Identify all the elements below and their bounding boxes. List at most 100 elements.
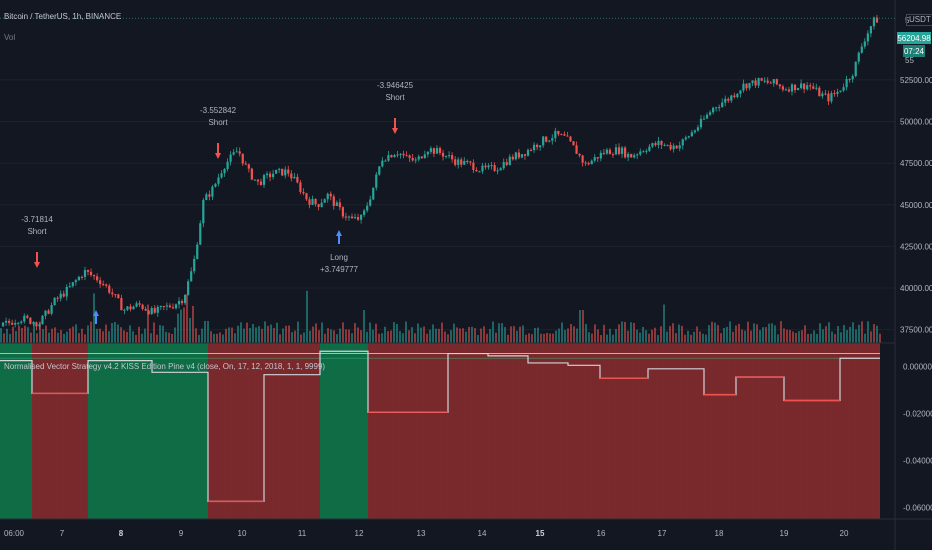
volume-bar: [114, 322, 116, 343]
volume-bar: [600, 334, 602, 343]
volume-bar: [324, 333, 326, 343]
candle-body: [739, 90, 742, 94]
volume-bar: [240, 322, 242, 343]
volume-bar: [309, 330, 311, 343]
candle-body: [803, 83, 806, 90]
candle-body: [196, 244, 199, 259]
candle-body: [526, 149, 530, 156]
volume-bar: [504, 327, 506, 343]
candle-body: [581, 155, 584, 163]
candle-body: [830, 93, 833, 102]
candle-body: [563, 134, 566, 136]
candle-body: [350, 216, 354, 219]
candle-body: [77, 276, 80, 281]
volume-bar: [747, 321, 749, 343]
volume-bar: [144, 328, 146, 343]
volume-bar: [402, 333, 404, 343]
candle-body: [411, 157, 414, 161]
volume-bar: [66, 331, 68, 343]
candle-body: [630, 153, 633, 158]
volume-bar: [783, 328, 785, 343]
candle-body: [484, 165, 487, 168]
candle-body: [165, 305, 168, 307]
candle-body: [314, 198, 317, 205]
candle-body: [687, 136, 690, 138]
volume-bar: [147, 304, 149, 343]
time-tick-label: 13: [417, 529, 426, 538]
volume-bar: [669, 326, 671, 343]
volume-bar: [279, 334, 281, 343]
volume-bar: [726, 326, 728, 343]
candle-body: [193, 258, 196, 272]
indicator-title[interactable]: Normalised Vector Strategy v4.2 KISS Edi…: [4, 362, 326, 371]
volume-bar: [789, 329, 791, 343]
candle-body: [126, 306, 129, 310]
time-tick-label: 20: [840, 529, 849, 538]
volume-bar: [57, 332, 59, 343]
candle-body: [800, 83, 803, 89]
candle-body: [120, 298, 123, 311]
volume-bar: [444, 331, 446, 343]
volume-bar: [465, 331, 467, 343]
volume-bar: [483, 326, 485, 343]
volume-bar: [660, 326, 662, 343]
volume-bar: [429, 329, 431, 343]
symbol-title[interactable]: Bitcoin / TetherUS, 1h, BINANCE: [4, 12, 122, 21]
volume-bar: [657, 334, 659, 343]
candle-body: [590, 160, 593, 165]
candle-body: [651, 143, 654, 147]
candle-body: [423, 154, 426, 159]
volume-bar: [108, 331, 110, 343]
candle-body: [818, 87, 821, 97]
candle-body: [745, 83, 748, 89]
candle-body: [678, 145, 681, 149]
candle-body: [639, 151, 642, 155]
volume-bar: [396, 323, 398, 343]
candle-body: [733, 95, 736, 98]
candle-body: [848, 79, 851, 81]
candle-body: [760, 78, 763, 81]
volume-bar: [129, 325, 131, 343]
volume-bar: [507, 334, 509, 343]
volume-bar: [387, 331, 389, 343]
volume-bar: [858, 324, 860, 343]
volume-bar: [255, 327, 257, 343]
volume-bar: [567, 328, 569, 343]
candle-body: [344, 216, 348, 218]
time-tick-label: 10: [238, 529, 247, 538]
volume-legend[interactable]: Vol: [4, 33, 16, 42]
candle-body: [99, 280, 102, 284]
candle-body: [572, 141, 575, 146]
signal-line: [0, 350, 880, 502]
currency-button[interactable]: USDT: [906, 14, 932, 26]
candle-body: [302, 191, 305, 194]
candle-body: [708, 112, 712, 115]
candle-body: [742, 83, 745, 91]
candle-body: [557, 130, 560, 135]
volume-bar: [375, 323, 377, 343]
candle-body: [520, 154, 524, 158]
volume-bar: [852, 322, 854, 343]
candle-body: [144, 308, 147, 311]
candle-body: [341, 207, 344, 217]
candle-body: [114, 294, 117, 296]
volume-bar: [867, 321, 869, 343]
volume-bar: [153, 322, 155, 343]
candle-body: [705, 114, 709, 119]
candle-body: [469, 161, 472, 163]
candle-body: [62, 293, 65, 297]
time-tick-label: 17: [658, 529, 667, 538]
volume-bar: [813, 330, 815, 343]
candle-body: [259, 181, 263, 185]
volume-bar: [207, 321, 209, 343]
time-tick-label: 18: [715, 529, 724, 538]
volume-bar: [339, 328, 341, 343]
candle-body: [199, 223, 202, 245]
candle-body: [448, 155, 451, 157]
volume-bar: [540, 333, 542, 343]
candle-body: [59, 293, 62, 299]
candle-body: [566, 135, 569, 137]
candle-body: [693, 130, 696, 133]
candle-body: [575, 145, 578, 154]
